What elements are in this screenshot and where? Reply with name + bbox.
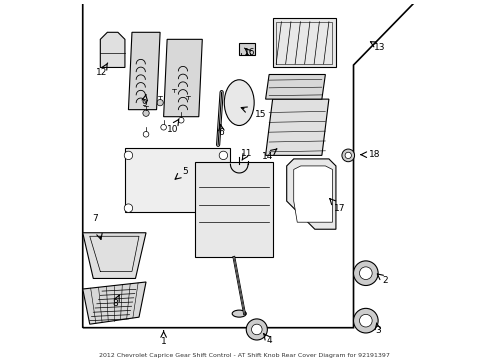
Ellipse shape [224,80,254,126]
Text: 7: 7 [92,214,98,223]
Circle shape [353,309,377,333]
Polygon shape [293,166,332,222]
Text: 17: 17 [333,204,345,213]
Circle shape [345,152,351,158]
Polygon shape [82,282,146,324]
Circle shape [157,99,163,106]
Polygon shape [286,159,335,229]
Ellipse shape [232,310,246,317]
Polygon shape [265,75,325,99]
Circle shape [251,324,262,335]
Text: 15: 15 [254,111,265,120]
Text: 4: 4 [266,336,271,345]
Text: 16: 16 [244,48,255,57]
Polygon shape [163,39,202,117]
Text: 12: 12 [96,68,107,77]
Circle shape [246,319,267,340]
Circle shape [143,131,148,137]
Text: 3: 3 [374,326,380,335]
Circle shape [353,261,377,285]
Text: 18: 18 [368,150,380,159]
Circle shape [219,151,227,159]
Polygon shape [272,18,335,67]
Circle shape [219,204,227,212]
Circle shape [178,117,183,123]
Text: 9: 9 [141,99,147,108]
Bar [124,148,230,212]
Text: 10: 10 [166,125,178,134]
Circle shape [124,204,132,212]
Circle shape [359,267,371,279]
Text: 14: 14 [261,152,272,161]
Circle shape [142,110,149,116]
Circle shape [161,125,166,130]
Text: 8: 8 [112,299,118,308]
Text: 5: 5 [182,167,187,176]
Text: 13: 13 [373,42,385,51]
Polygon shape [265,99,328,156]
Text: 11: 11 [240,149,251,158]
Text: 2: 2 [382,276,387,285]
Circle shape [124,151,132,159]
Circle shape [359,314,371,327]
Bar [195,162,272,257]
Polygon shape [82,233,146,279]
Text: 2012 Chevrolet Caprice Gear Shift Control - AT Shift Knob Rear Cover Diagram for: 2012 Chevrolet Caprice Gear Shift Contro… [99,353,389,358]
Circle shape [171,93,177,99]
Circle shape [184,99,191,106]
Bar [239,43,255,55]
Text: 6: 6 [218,128,224,137]
Text: 1: 1 [161,337,166,346]
Polygon shape [128,32,160,110]
Polygon shape [100,32,124,67]
Circle shape [341,149,354,162]
